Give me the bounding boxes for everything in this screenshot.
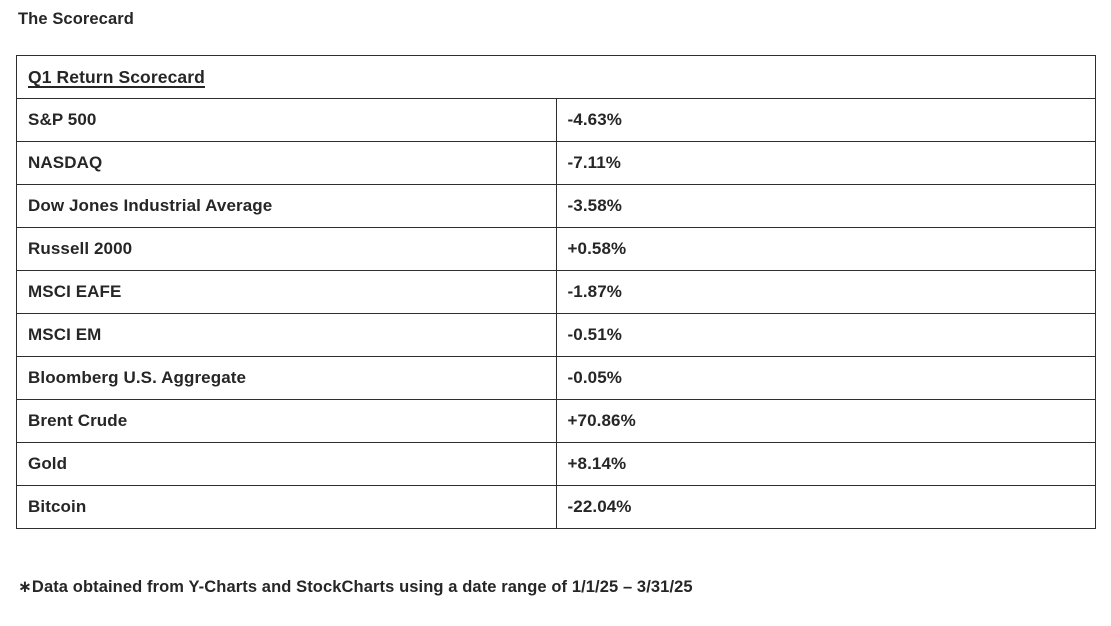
- return-value: -0.51%: [555, 313, 1096, 357]
- index-name: S&P 500: [16, 98, 557, 142]
- table-row: Gold +8.14%: [16, 442, 1096, 486]
- table-body: S&P 500 -4.63% NASDAQ -7.11% Dow Jones I…: [16, 98, 1096, 529]
- return-value: -0.05%: [555, 356, 1096, 400]
- page-title: The Scorecard: [18, 10, 134, 28]
- index-name: Russell 2000: [16, 227, 557, 271]
- table-row: Russell 2000 +0.58%: [16, 227, 1096, 271]
- return-value: -7.11%: [555, 141, 1096, 185]
- index-name: Brent Crude: [16, 399, 557, 443]
- index-name: MSCI EM: [16, 313, 557, 357]
- return-value: -22.04%: [555, 485, 1096, 529]
- table-row: Brent Crude +70.86%: [16, 399, 1096, 443]
- table-header-cell: Q1 Return Scorecard: [16, 55, 1096, 99]
- return-value: +8.14%: [555, 442, 1096, 486]
- table-header-row: Q1 Return Scorecard: [16, 55, 1096, 99]
- table-row: MSCI EAFE -1.87%: [16, 270, 1096, 314]
- return-value: +0.58%: [555, 227, 1096, 271]
- scorecard-table: Q1 Return Scorecard S&P 500 -4.63% NASDA…: [16, 55, 1096, 529]
- index-name: Dow Jones Industrial Average: [16, 184, 557, 228]
- index-name: Bitcoin: [16, 485, 557, 529]
- return-value: -1.87%: [555, 270, 1096, 314]
- footnote: ∗Data obtained from Y-Charts and StockCh…: [18, 578, 693, 596]
- table-row: Bitcoin -22.04%: [16, 485, 1096, 529]
- return-value: -3.58%: [555, 184, 1096, 228]
- return-value: -4.63%: [555, 98, 1096, 142]
- table-row: Bloomberg U.S. Aggregate -0.05%: [16, 356, 1096, 400]
- table-row: Dow Jones Industrial Average -3.58%: [16, 184, 1096, 228]
- index-name: Bloomberg U.S. Aggregate: [16, 356, 557, 400]
- index-name: MSCI EAFE: [16, 270, 557, 314]
- table-row: MSCI EM -0.51%: [16, 313, 1096, 357]
- table-row: NASDAQ -7.11%: [16, 141, 1096, 185]
- table-title: Q1 Return Scorecard: [28, 67, 205, 87]
- index-name: Gold: [16, 442, 557, 486]
- index-name: NASDAQ: [16, 141, 557, 185]
- return-value: +70.86%: [555, 399, 1096, 443]
- page: The Scorecard Q1 Return Scorecard S&P 50…: [16, 10, 1096, 596]
- table-row: S&P 500 -4.63%: [16, 98, 1096, 142]
